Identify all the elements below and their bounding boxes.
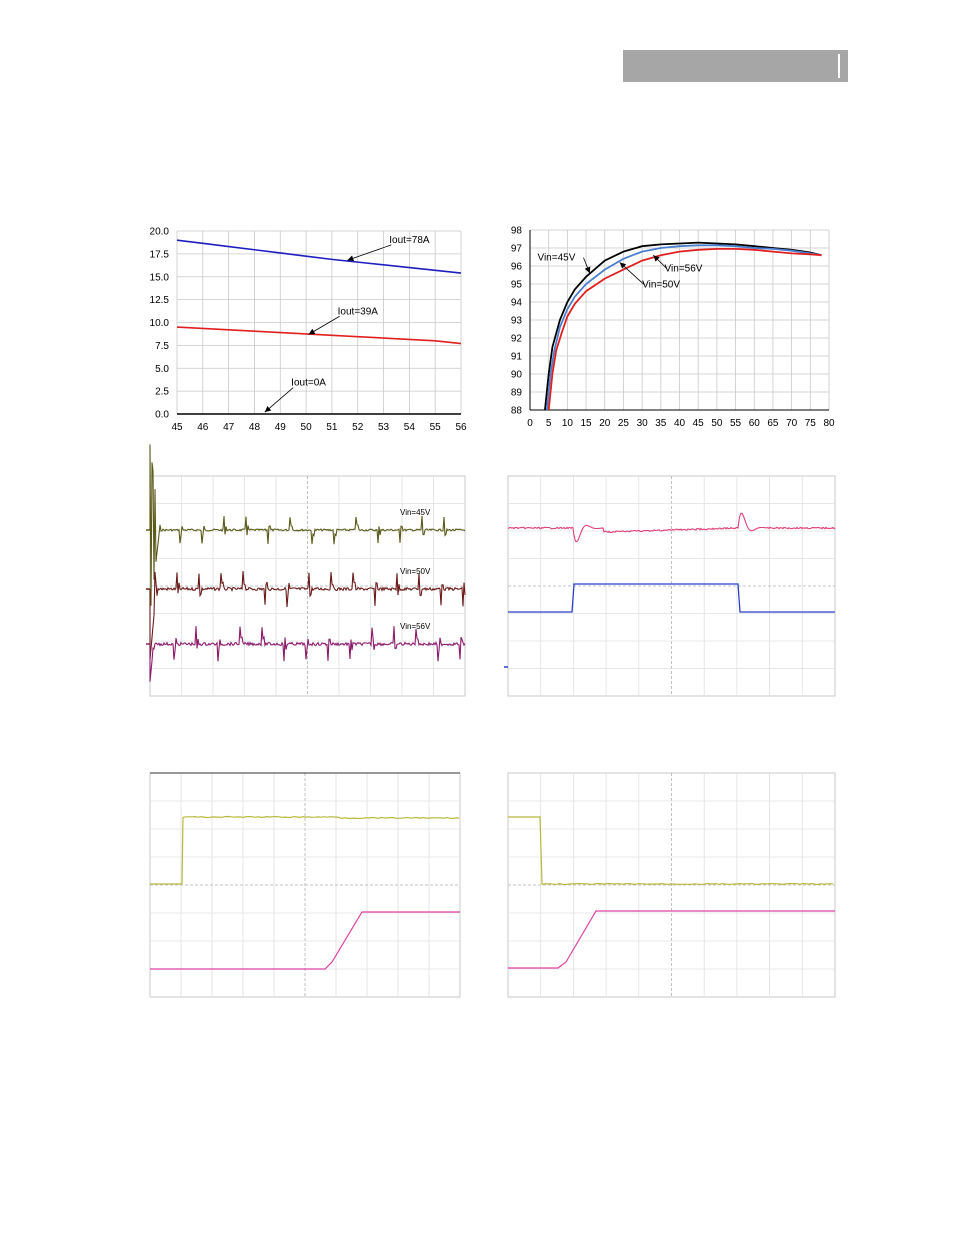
scope-transient — [504, 475, 836, 697]
y-tick-label-3: 91 — [511, 352, 523, 363]
x-tick-label-4: 49 — [275, 422, 287, 433]
annotation-label-1: Iout=39A — [338, 306, 379, 317]
x-tick-label-0: 0 — [527, 418, 533, 429]
x-tick-label-6: 51 — [326, 422, 338, 433]
x-tick-label-5: 50 — [301, 422, 313, 433]
series-line-1 — [545, 244, 822, 411]
x-tick-label-9: 45 — [693, 418, 705, 429]
x-tick-label-10: 55 — [430, 422, 442, 433]
x-tick-label-11: 56 — [455, 422, 467, 433]
series-line-0 — [176, 239, 462, 274]
scope-trace-0 — [507, 512, 836, 543]
annotation-arrow-0 — [347, 244, 392, 261]
x-tick-label-2: 10 — [562, 418, 574, 429]
x-tick-label-8: 40 — [674, 418, 686, 429]
scope-trace-0 — [150, 815, 460, 885]
scope-turn-on — [149, 772, 461, 998]
x-tick-label-12: 60 — [749, 418, 761, 429]
x-tick-label-5: 25 — [618, 418, 630, 429]
x-tick-label-1: 46 — [197, 422, 209, 433]
y-tick-label-0: 88 — [511, 406, 523, 417]
y-tick-label-3: 7.5 — [155, 341, 169, 352]
annotation-label-1: Vin=56V — [665, 263, 703, 274]
header-bar-notch — [838, 54, 840, 78]
scope-ripple: Vin=45V Vin=50V Vin=56V — [146, 444, 466, 697]
scope-trace-0 — [508, 816, 834, 886]
annotation-label-2: Vin=50V — [642, 280, 680, 291]
y-tick-label-9: 97 — [511, 244, 523, 255]
x-tick-label-0: 45 — [171, 422, 183, 433]
x-tick-label-10: 50 — [711, 418, 723, 429]
x-tick-label-16: 80 — [823, 418, 835, 429]
x-tick-label-9: 54 — [404, 422, 416, 433]
y-tick-label-2: 5.0 — [155, 364, 169, 375]
y-tick-label-5: 12.5 — [150, 295, 170, 306]
scope-turn-off — [507, 772, 836, 998]
scope-trace-0 — [149, 444, 466, 606]
y-tick-label-6: 15.0 — [150, 272, 170, 283]
annotation-arrow-2 — [264, 387, 294, 413]
annotation-label-0: Vin=45V — [537, 253, 575, 264]
annotation-label-2: Iout=0A — [291, 378, 326, 389]
x-tick-label-1: 5 — [546, 418, 552, 429]
scope-trace-1 — [508, 583, 835, 613]
annotation-arrow-2-head — [619, 262, 627, 269]
x-tick-label-2: 47 — [223, 422, 235, 433]
y-tick-label-10: 98 — [511, 226, 523, 237]
annotation-arrow-0-head — [584, 266, 591, 274]
y-tick-label-8: 96 — [511, 262, 523, 273]
series-line-0 — [544, 241, 822, 411]
y-tick-label-8: 20.0 — [150, 227, 170, 238]
y-tick-label-0: 0.0 — [155, 410, 169, 421]
y-tick-label-6: 94 — [511, 298, 523, 309]
x-tick-label-13: 65 — [767, 418, 779, 429]
x-tick-label-3: 15 — [581, 418, 593, 429]
y-tick-label-4: 10.0 — [150, 318, 170, 329]
series-line-2 — [547, 247, 822, 411]
header-bar — [623, 50, 848, 82]
y-tick-label-2: 90 — [511, 370, 523, 381]
chart-efficiency: 0 5 10 15 20 25 30 35 40 45 50 55 60 65 70 75 80 88 89 90 91… — [511, 226, 835, 430]
y-tick-label-7: 95 — [511, 280, 523, 291]
scope-trace-1 — [149, 571, 466, 660]
scope-trace-label-1: Vin=50V — [400, 567, 431, 576]
x-tick-label-8: 53 — [378, 422, 390, 433]
x-tick-label-7: 52 — [352, 422, 364, 433]
y-tick-label-4: 92 — [511, 334, 523, 345]
annotation-arrow-0-head — [347, 255, 355, 262]
y-tick-label-7: 17.5 — [150, 249, 170, 260]
y-tick-label-5: 93 — [511, 316, 523, 327]
scope-trace-2 — [149, 626, 466, 682]
scope-trace-1 — [508, 910, 835, 969]
series-line-1 — [176, 326, 462, 345]
y-tick-label-1: 2.5 — [155, 387, 169, 398]
annotation-arrow-2-head — [264, 405, 272, 413]
x-tick-label-11: 55 — [730, 418, 742, 429]
x-tick-label-4: 20 — [599, 418, 611, 429]
annotation-arrow-1-head — [653, 255, 660, 262]
x-tick-label-7: 35 — [655, 418, 667, 429]
x-tick-label-3: 48 — [249, 422, 261, 433]
chart-output-loss: 45 46 47 48 49 50 51 52 53 54 55 56 0.0 2.5 5.0 7.5 10.0… — [150, 227, 467, 434]
y-tick-label-1: 89 — [511, 388, 523, 399]
scope-trace-label-0: Vin=45V — [400, 508, 431, 517]
annotation-arrow-1-head — [308, 328, 316, 335]
annotation-label-0: Iout=78A — [389, 235, 430, 246]
scope-trace-1 — [150, 911, 460, 970]
x-tick-label-6: 30 — [637, 418, 649, 429]
x-tick-label-14: 70 — [786, 418, 798, 429]
x-tick-label-15: 75 — [805, 418, 817, 429]
scope-trace-label-2: Vin=56V — [400, 622, 431, 631]
